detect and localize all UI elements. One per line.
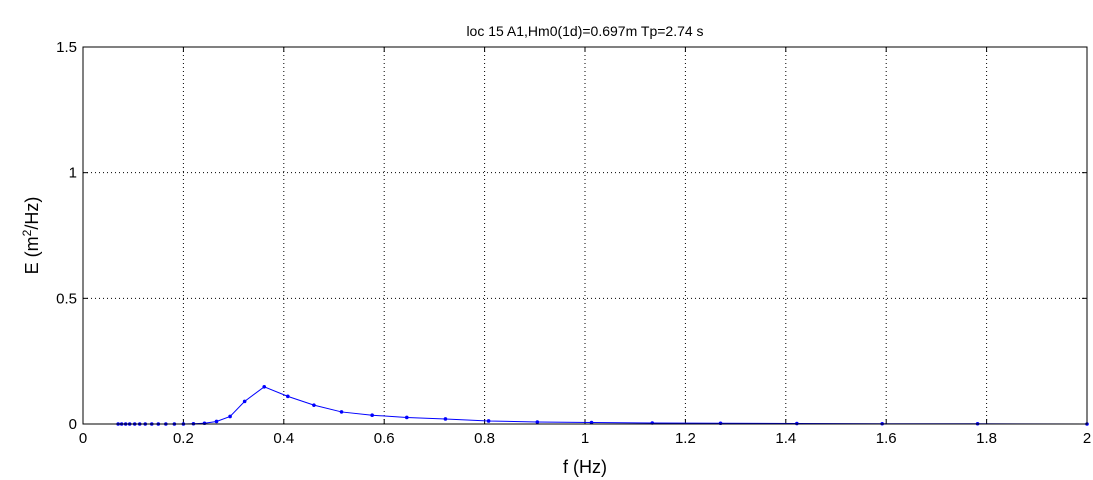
- data-point: [202, 421, 207, 426]
- x-tick-label: 0.4: [273, 430, 294, 447]
- data-point: [262, 385, 267, 389]
- axes-frame: [82, 46, 1088, 425]
- x-tick-label: 0.2: [173, 430, 194, 447]
- x-tick-label: 1.6: [876, 430, 897, 447]
- x-tick-label: 1.2: [675, 430, 696, 447]
- x-tick-label: 1: [581, 430, 589, 447]
- x-tick-label: 1.8: [976, 430, 997, 447]
- grid: [83, 47, 1087, 424]
- x-tick-label: 0.8: [474, 430, 495, 447]
- data-point: [443, 417, 448, 421]
- data-point: [486, 419, 491, 423]
- data-point: [404, 415, 409, 420]
- data-point: [286, 394, 290, 399]
- data-point: [535, 420, 540, 424]
- x-tick-label: 1.4: [775, 430, 796, 447]
- chart-title: loc 15 A1,Hm0(1d)=0.697m Tp=2.74 s: [466, 23, 703, 39]
- y-tick-label: 1: [69, 165, 77, 182]
- y-axis-label-tail: /Hz): [22, 197, 42, 230]
- y-tick-label: 0: [69, 416, 77, 433]
- data-point: [312, 403, 316, 407]
- data-point: [214, 419, 219, 424]
- data-point: [242, 399, 247, 404]
- tick-labels: 0 0.2 0.4 0.6 0.8 1 1.2 1.4 1.6 1.8 2 0 0.5 1 1.5: [56, 39, 1091, 447]
- data-point: [228, 414, 232, 419]
- y-axis-label-main: E (m: [22, 236, 42, 274]
- plot-area: [82, 46, 1089, 426]
- data-point: [795, 421, 799, 426]
- x-tick-label: 0.6: [374, 430, 395, 447]
- data-point: [370, 413, 374, 418]
- data-point: [718, 421, 723, 426]
- data-point: [589, 420, 594, 425]
- x-tick-label: 2: [1083, 430, 1091, 447]
- y-tick-label: 0.5: [56, 290, 77, 307]
- y-axis-label: E (m2/Hz): [20, 197, 42, 275]
- x-tick-label: 0: [79, 430, 87, 447]
- x-axis-label: f (Hz): [563, 457, 607, 477]
- y-axis-label-superscript: 2: [20, 229, 34, 236]
- y-tick-label: 1.5: [56, 39, 77, 56]
- data-point: [339, 410, 344, 414]
